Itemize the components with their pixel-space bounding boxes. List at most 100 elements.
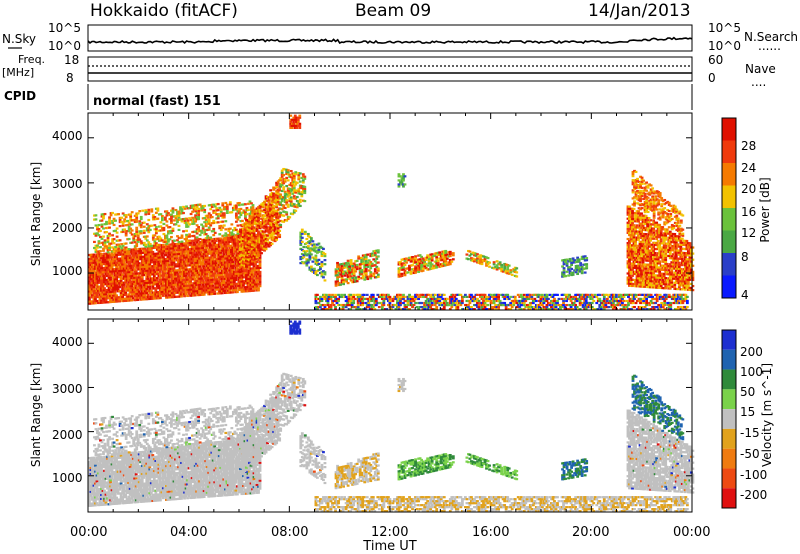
power-cell (211, 274, 215, 277)
power-cell (134, 262, 138, 265)
power-cell (190, 294, 194, 297)
power-cell (237, 278, 241, 281)
power-cell (145, 287, 149, 291)
power-cell (109, 294, 112, 298)
power-cell (88, 290, 91, 293)
power-cell (216, 259, 220, 263)
power-cell (123, 246, 127, 249)
power-cell (136, 256, 140, 259)
power-cell (154, 230, 158, 233)
power-cell (193, 284, 197, 287)
power-cell (216, 209, 220, 212)
power-cell (232, 278, 236, 282)
power-cell (229, 252, 233, 256)
power-cell (113, 280, 117, 283)
power-cell (130, 291, 134, 294)
power-cell (223, 273, 227, 276)
power-cell (248, 269, 251, 272)
power-cell (285, 184, 289, 188)
power-cell (96, 232, 99, 235)
power-cell (168, 267, 171, 271)
power-cell (199, 269, 203, 272)
power-cell (294, 209, 298, 212)
power-cell (137, 268, 141, 271)
power-cell (361, 301, 365, 305)
power-cell (292, 176, 296, 180)
power-cell (97, 228, 101, 231)
power-cell (177, 263, 180, 266)
power-cell (100, 291, 103, 294)
power-cell (192, 247, 195, 250)
power-cell (133, 260, 137, 263)
power-cell (451, 254, 455, 257)
power-cell (282, 174, 286, 177)
power-cell (219, 275, 223, 279)
power-cell (229, 260, 233, 264)
power-cell (215, 209, 219, 212)
power-cell (248, 279, 251, 282)
power-cell (88, 280, 91, 283)
power-cell (358, 265, 362, 268)
power-cell (100, 277, 103, 280)
power-cell (95, 283, 99, 286)
power-cell (127, 213, 131, 216)
power-cell (133, 282, 137, 285)
power-cell (141, 209, 145, 212)
power-cell (104, 293, 108, 296)
power-cell (225, 211, 229, 214)
power-cell (213, 254, 217, 257)
power-cell (250, 206, 253, 209)
power-cell (198, 261, 202, 264)
power-cell (160, 244, 164, 247)
power-cell (234, 228, 238, 231)
power-cell (134, 286, 138, 289)
power-cell (250, 202, 253, 205)
power-cell (189, 258, 192, 261)
power-cell (127, 283, 131, 286)
power-cell (205, 262, 209, 266)
power-cell (125, 254, 129, 258)
power-cell (118, 271, 121, 275)
power-cell (465, 253, 469, 256)
power-cell (133, 220, 137, 224)
power-cell (254, 287, 257, 290)
power-cell (217, 276, 221, 279)
power-cell (257, 270, 260, 274)
power-cell (192, 218, 196, 221)
power-cell (89, 302, 93, 305)
power-cell (151, 267, 155, 270)
power-cell (235, 266, 239, 269)
power-cell (154, 211, 158, 214)
power-cell (122, 287, 126, 290)
power-cell (158, 280, 162, 283)
power-cell (165, 276, 168, 279)
power-cell (172, 259, 176, 262)
power-cell (139, 253, 143, 257)
power-cell (154, 272, 158, 276)
power-cell (157, 280, 161, 284)
power-cell (223, 247, 227, 250)
power-cell (172, 261, 176, 264)
power-cell (254, 281, 257, 284)
power-cell (136, 272, 140, 275)
power-cell (180, 277, 183, 280)
power-cell (137, 274, 141, 277)
power-cell (213, 272, 217, 275)
power-cell (131, 248, 135, 251)
power-cell (121, 263, 125, 266)
power-cell (158, 272, 162, 275)
power-cell (217, 257, 221, 261)
power-cell (178, 289, 182, 292)
power-cell (196, 259, 200, 262)
power-cell (211, 292, 215, 296)
power-cell (148, 253, 152, 256)
power-cell (316, 273, 319, 277)
power-cell (130, 260, 134, 263)
power-cell (209, 236, 213, 239)
power-heatmap (88, 114, 695, 311)
power-cell (181, 293, 185, 296)
power-cell (158, 274, 162, 277)
power-cell (127, 258, 131, 262)
power-cell (88, 296, 91, 299)
power-cell (237, 260, 241, 263)
